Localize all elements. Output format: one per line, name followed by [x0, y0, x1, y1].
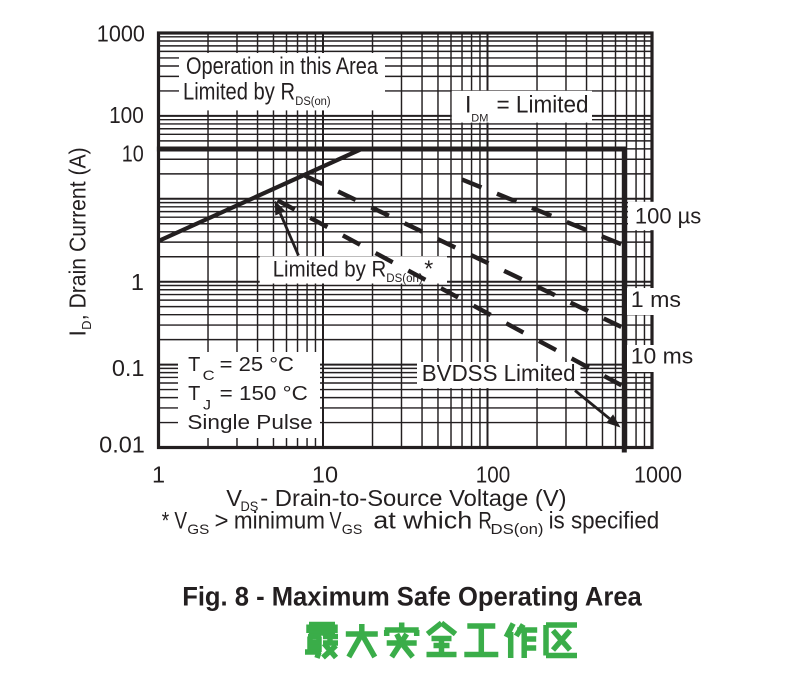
svg-text:- Drain-to-Source Voltage (V): - Drain-to-Source Voltage (V) — [260, 485, 566, 511]
svg-text:, Drain Current (A): , Drain Current (A) — [65, 147, 91, 320]
svg-text:R: R — [478, 508, 492, 535]
svg-text:I: I — [65, 330, 91, 336]
svg-text:DS: DS — [241, 498, 259, 514]
svg-text:10 ms: 10 ms — [631, 344, 693, 369]
svg-text:at which: at which — [373, 508, 472, 535]
svg-text:Fig. 8 - Maximum Safe Operatin: Fig. 8 - Maximum Safe Operating Area — [182, 581, 642, 611]
svg-text:V: V — [330, 508, 342, 535]
svg-text:GS: GS — [342, 521, 363, 537]
svg-text:= 150 °C: = 150 °C — [220, 383, 308, 405]
svg-text:V: V — [226, 485, 242, 511]
svg-text:DM: DM — [471, 112, 488, 124]
svg-text:1000: 1000 — [97, 21, 145, 47]
svg-text:C: C — [203, 367, 215, 383]
svg-text:100: 100 — [109, 102, 144, 128]
svg-text:10: 10 — [312, 462, 338, 488]
svg-text:Limited by R: Limited by R — [183, 79, 295, 106]
svg-text:= Limited: = Limited — [497, 91, 589, 118]
svg-text:Limited by R: Limited by R — [273, 257, 387, 282]
svg-text:T: T — [188, 354, 200, 376]
svg-text:1: 1 — [131, 269, 144, 295]
svg-text:BVDSS Limited: BVDSS Limited — [422, 360, 576, 386]
svg-text:>: > — [215, 508, 229, 535]
svg-text:is specified: is specified — [549, 508, 660, 535]
svg-text:*: * — [424, 256, 433, 282]
svg-text:D: D — [79, 321, 94, 330]
svg-text:GS: GS — [187, 521, 209, 537]
svg-text:100 µs: 100 µs — [635, 204, 701, 229]
svg-text:1000: 1000 — [634, 462, 682, 488]
svg-text:Operation in this Area: Operation in this Area — [186, 53, 379, 80]
svg-text:100: 100 — [476, 462, 510, 488]
svg-text:DS(on): DS(on) — [386, 273, 423, 285]
svg-text:0.1: 0.1 — [112, 355, 145, 381]
svg-text:T: T — [188, 383, 200, 405]
svg-text:0.01: 0.01 — [99, 432, 145, 458]
svg-text:= 25 °C: = 25 °C — [220, 354, 294, 376]
svg-text:minimum: minimum — [234, 508, 325, 535]
svg-text:* V: * V — [162, 508, 187, 535]
svg-text:J: J — [203, 397, 211, 413]
svg-text:1 ms: 1 ms — [631, 287, 681, 312]
svg-text:Single Pulse: Single Pulse — [187, 412, 312, 434]
svg-text:1: 1 — [152, 462, 165, 488]
svg-text:DS(on): DS(on) — [295, 96, 330, 108]
svg-text:10: 10 — [122, 141, 144, 167]
svg-text:DS(on): DS(on) — [491, 521, 544, 538]
svg-text:I: I — [465, 91, 472, 118]
